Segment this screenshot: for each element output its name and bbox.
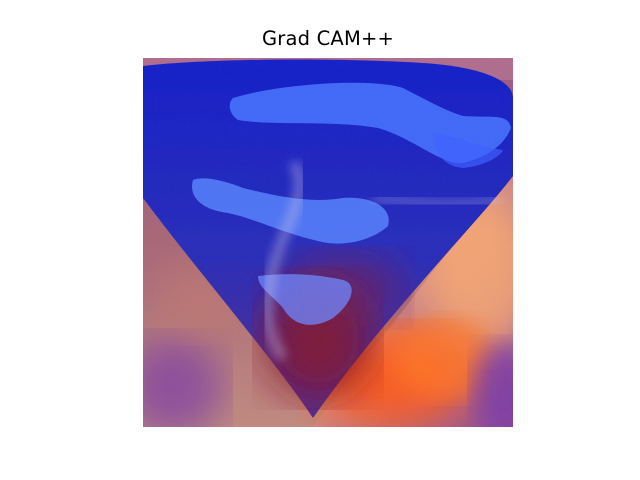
gradcam-heatmap-image xyxy=(143,58,513,427)
heatmap-overlay-drawing xyxy=(143,58,513,427)
figure-title: Grad CAM++ xyxy=(261,27,395,50)
